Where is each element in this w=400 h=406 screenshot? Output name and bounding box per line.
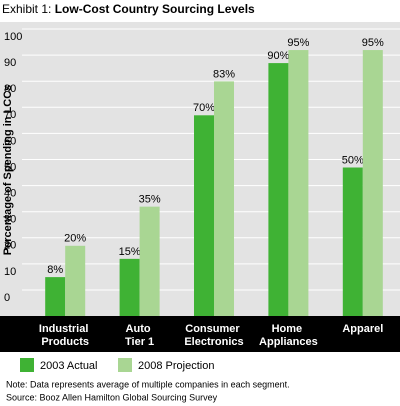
legend-swatch — [118, 358, 132, 372]
value-label: 15% — [119, 246, 141, 258]
x-tick-label: Industrial Products — [39, 323, 92, 348]
value-label: 50% — [342, 154, 364, 166]
value-label: 8% — [47, 264, 63, 276]
bar — [139, 206, 160, 316]
title-prefix: Exhibit 1: — [2, 2, 51, 16]
chart-title: Exhibit 1: Low-Cost Country Sourcing Lev… — [2, 2, 255, 16]
legend-label: 2003 Actual — [40, 360, 98, 372]
value-label: 20% — [64, 233, 86, 245]
y-tick-label: 80 — [4, 83, 16, 95]
y-axis-title: Percentage of Spending in LCCs — [2, 85, 14, 256]
value-label: 95% — [287, 37, 309, 49]
legend-swatch — [20, 358, 34, 372]
value-label: 90% — [267, 50, 289, 62]
bar — [362, 50, 383, 317]
y-tick-label: 20 — [4, 240, 16, 252]
bar — [288, 50, 309, 317]
y-tick-label: 50 — [4, 161, 16, 173]
y-tick-label: 0 — [4, 292, 10, 304]
value-label: 83% — [213, 68, 235, 80]
bar — [65, 245, 86, 316]
bar — [45, 277, 66, 316]
value-label: 95% — [362, 37, 384, 49]
value-label: 70% — [193, 102, 215, 114]
source: Source: Booz Allen Hamilton Global Sourc… — [6, 392, 218, 402]
x-tick-label: Apparel — [342, 323, 383, 335]
title-main: Low-Cost Country Sourcing Levels — [55, 2, 255, 16]
x-tick-label: Auto Tier 1 — [125, 323, 154, 348]
y-tick-label: 100 — [4, 31, 22, 43]
y-tick-label: 90 — [4, 57, 16, 69]
x-tick-label: Consumer Electronics — [184, 323, 243, 348]
note: Note: Data represents average of multipl… — [6, 379, 290, 389]
y-tick-label: 70 — [4, 109, 16, 121]
bar — [268, 63, 289, 316]
category-band — [0, 316, 400, 352]
bar — [214, 81, 234, 317]
bar — [119, 258, 140, 316]
y-tick-label: 40 — [4, 188, 16, 200]
legend-label: 2008 Projection — [138, 360, 214, 372]
y-tick-label: 10 — [4, 266, 16, 278]
bar — [342, 167, 363, 316]
x-tick-label: Home Appliances — [259, 323, 318, 348]
y-tick-label: 60 — [4, 135, 16, 147]
value-label: 35% — [139, 194, 161, 206]
y-tick-label: 30 — [4, 214, 16, 226]
bar — [194, 115, 214, 316]
